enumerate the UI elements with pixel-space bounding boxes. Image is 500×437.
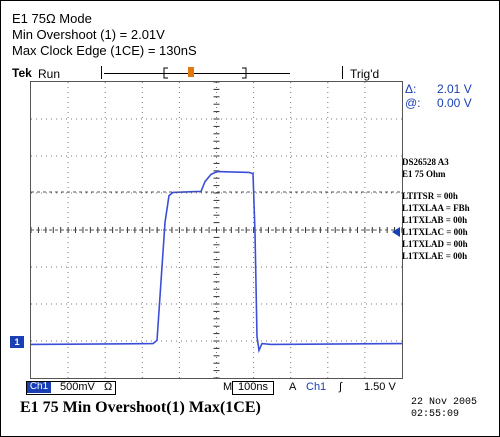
register-line: LTITSR = 00h xyxy=(402,191,458,201)
trigger-state: Trig'd xyxy=(350,67,380,81)
register-line: L1TXLAA = FBh xyxy=(402,203,470,213)
figure-title: E1 75 Min Overshoot(1) Max(1CE) xyxy=(20,399,261,416)
trigger-channel[interactable]: Ch1 xyxy=(306,381,327,393)
run-state[interactable]: Run xyxy=(38,67,61,81)
caption-mode: E1 75Ω Mode xyxy=(12,11,92,26)
register-line: L1TXLAB = 00h xyxy=(402,215,468,225)
graticule xyxy=(30,81,403,379)
time-div-box xyxy=(232,381,274,395)
channel-1-ground-marker[interactable]: 1 xyxy=(10,336,24,348)
cursor-delta-label: Δ: xyxy=(405,82,417,96)
ohm-icon: Ω xyxy=(104,381,113,393)
time-per-div[interactable]: 100ns xyxy=(238,381,268,393)
caption-max-clock-edge: Max Clock Edge (1CE) = 130nS xyxy=(12,43,197,58)
record-bar xyxy=(104,73,290,74)
waveform-trace xyxy=(30,170,403,354)
cursor-arrow-icon xyxy=(392,227,400,237)
register-line: L1TXLAE = 00h xyxy=(402,251,468,261)
device-label: DS26528 A3 xyxy=(402,157,449,167)
caption-min-overshoot: Min Overshoot (1) = 2.01V xyxy=(12,27,165,42)
cursor-delta-value: 2.01 V xyxy=(437,82,472,96)
register-line: L1TXLAC = 00h xyxy=(402,227,468,237)
volts-per-div[interactable]: 500mV xyxy=(60,381,95,393)
trigger-level[interactable]: 1.50 V xyxy=(364,381,396,393)
capture-time: 02:55:09 xyxy=(411,409,460,420)
rising-edge-icon: ∫ xyxy=(339,381,343,393)
brand-logo: Tek xyxy=(12,66,32,80)
mode-label: E1 75 Ohm xyxy=(402,169,446,179)
topbar-divider xyxy=(342,66,343,79)
waveform-display xyxy=(30,81,403,379)
channel-setting-box xyxy=(26,381,116,395)
time-mode: M xyxy=(223,381,233,393)
capture-date: 22 Nov 2005 xyxy=(411,397,478,408)
cursor-at-label: @: xyxy=(405,96,421,110)
trigger-mode: A xyxy=(289,381,297,393)
channel-1-badge[interactable]: Ch1 xyxy=(27,381,51,393)
topbar-divider xyxy=(101,66,102,79)
register-line: L1TXLAD = 00h xyxy=(402,239,468,249)
cursor-at-value: 0.00 V xyxy=(437,96,472,110)
